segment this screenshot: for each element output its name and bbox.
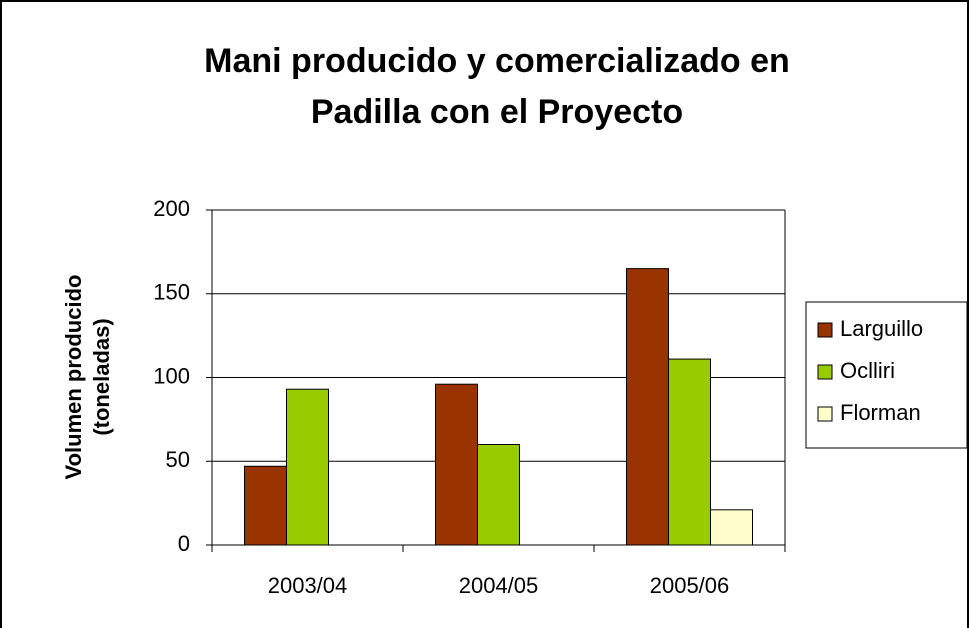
bar [626,268,669,546]
legend-swatch [817,406,833,422]
legend-label: Larguillo [840,316,923,341]
legend-label: Florman [840,400,921,425]
y-tick-label: 200 [153,196,190,221]
legend [805,301,968,449]
y-tick-label: 100 [153,363,190,388]
bar [710,509,753,546]
y-tick-label: 150 [153,280,190,305]
x-tick-label: 2004/05 [459,573,539,598]
y-tick-label: 50 [166,447,190,472]
chart-title: Padilla con el Proyecto [311,93,683,131]
bar [668,358,711,546]
y-axis-label: Volumen producido [61,275,86,480]
x-tick-label: 2005/06 [650,573,730,598]
x-tick-label: 2003/04 [268,573,348,598]
bar [477,444,520,546]
legend-label: Oclliri [840,358,895,383]
bar [435,383,478,546]
legend-swatch [817,322,833,338]
bar [244,465,287,546]
y-tick-label: 0 [178,531,190,556]
y-axis-label: (toneladas) [89,318,114,435]
legend-swatch [817,364,833,380]
bar [286,388,329,546]
chart-title: Mani producido y comercializado en [204,42,790,80]
